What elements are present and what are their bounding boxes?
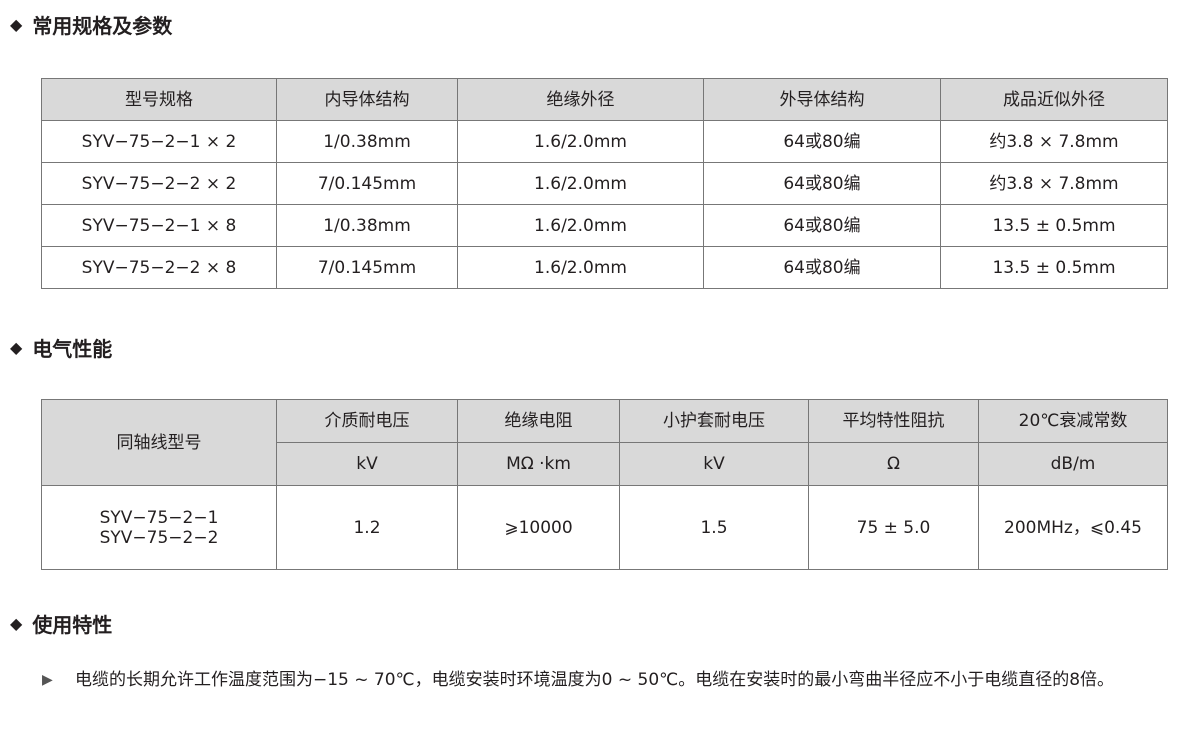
section-heading-electrical: ◆ 电气性能 (10, 333, 112, 362)
triangle-bullet-icon: ▶ (42, 672, 53, 688)
cell: 1.6/2.0mm (457, 120, 704, 163)
cell: 64或80编 (703, 246, 941, 289)
unit-cell: Ω (808, 442, 979, 486)
cell: 约3.8 × 7.8mm (940, 162, 1168, 205)
heading-text: 电气性能 (32, 337, 113, 361)
cell: SYV−75−2−2 × 2 (41, 162, 277, 205)
cell: ⩾10000 (457, 485, 620, 570)
cell: SYV−75−2−1 × 2 (41, 120, 277, 163)
header-cell: 型号规格 (41, 78, 277, 121)
cell: SYV−75−2−1 × 8 (41, 204, 277, 247)
cell: 1/0.38mm (276, 204, 458, 247)
header-cell: 外导体结构 (703, 78, 941, 121)
table-row: SYV−75−2−1 × 2 1/0.38mm 1.6/2.0mm 64或80编 约3.… (41, 120, 1168, 163)
unit-cell: MΩ ·km (457, 442, 620, 486)
header-cell: 同轴线型号 (41, 399, 277, 486)
cell: 1.5 (619, 485, 809, 570)
cell: 200MHz，⩽0.45 (978, 485, 1168, 570)
specs-table: 型号规格 内导体结构 绝缘外径 外导体结构 成品近似外径 SYV−75−2−1 … (41, 78, 1168, 289)
cell: 64或80编 (703, 204, 941, 247)
cell: 1.6/2.0mm (457, 162, 704, 205)
unit-cell: dB/m (978, 442, 1168, 486)
table-row: SYV−75−2−1 SYV−75−2−2 1.2 ⩾10000 1.5 75 ±… (41, 485, 1168, 570)
model-cell: SYV−75−2−1 SYV−75−2−2 (41, 485, 277, 570)
cell: 64或80编 (703, 162, 941, 205)
cell: 1/0.38mm (276, 120, 458, 163)
electrical-table: 同轴线型号 介质耐电压 绝缘电阻 小护套耐电压 平均特性阻抗 20℃衰减常数 k… (41, 399, 1168, 570)
cell: 1.2 (276, 485, 458, 570)
cell: 7/0.145mm (276, 246, 458, 289)
header-cell: 平均特性阻抗 (808, 399, 979, 443)
table-row: SYV−75−2−2 × 8 7/0.145mm 1.6/2.0mm 64或80编 13… (41, 246, 1168, 289)
cell: 7/0.145mm (276, 162, 458, 205)
cell: 约3.8 × 7.8mm (940, 120, 1168, 163)
model-1: SYV−75−2−1 (99, 507, 219, 528)
cell: 75 ± 5.0 (808, 485, 979, 570)
diamond-icon: ◆ (10, 338, 23, 357)
usage-text: 电缆的长期允许工作温度范围为−15 ~ 70℃，电缆安装时环境温度为0 ~ 50… (75, 670, 1115, 690)
header-cell: 介质耐电压 (276, 399, 458, 443)
header-cell: 20℃衰减常数 (978, 399, 1168, 443)
table-units-row: kV MΩ ·km kV Ω dB/m (42, 442, 1168, 486)
unit-cell: kV (276, 442, 458, 486)
table-row: SYV−75−2−2 × 2 7/0.145mm 1.6/2.0mm 64或80编 约3… (41, 162, 1168, 205)
cell: 1.6/2.0mm (457, 204, 704, 247)
diamond-icon: ◆ (10, 15, 23, 34)
table-row: SYV−75−2−1 × 8 1/0.38mm 1.6/2.0mm 64或80编 13.… (41, 204, 1168, 247)
cell: SYV−75−2−2 × 8 (41, 246, 277, 289)
cell: 1.6/2.0mm (457, 246, 704, 289)
table-header-row: 型号规格 内导体结构 绝缘外径 外导体结构 成品近似外径 (41, 78, 1168, 121)
heading-text: 常用规格及参数 (32, 14, 173, 38)
header-cell: 成品近似外径 (940, 78, 1168, 121)
usage-paragraph: ▶ 电缆的长期允许工作温度范围为−15 ~ 70℃，电缆安装时环境温度为0 ~ 5… (42, 663, 1187, 698)
heading-text: 使用特性 (32, 613, 113, 637)
diamond-icon: ◆ (10, 614, 23, 633)
cell: 13.5 ± 0.5mm (940, 246, 1168, 289)
section-heading-specs: ◆ 常用规格及参数 (10, 10, 172, 39)
section-heading-usage: ◆ 使用特性 (10, 609, 112, 638)
model-2: SYV−75−2−2 (99, 527, 219, 548)
header-cell: 内导体结构 (276, 78, 458, 121)
table-header-row: 同轴线型号 介质耐电压 绝缘电阻 小护套耐电压 平均特性阻抗 20℃衰减常数 (41, 399, 1168, 486)
header-cell: 绝缘电阻 (457, 399, 620, 443)
header-cell: 小护套耐电压 (619, 399, 809, 443)
cell: 64或80编 (703, 120, 941, 163)
unit-cell: kV (619, 442, 809, 486)
cell: 13.5 ± 0.5mm (940, 204, 1168, 247)
header-cell: 绝缘外径 (457, 78, 704, 121)
